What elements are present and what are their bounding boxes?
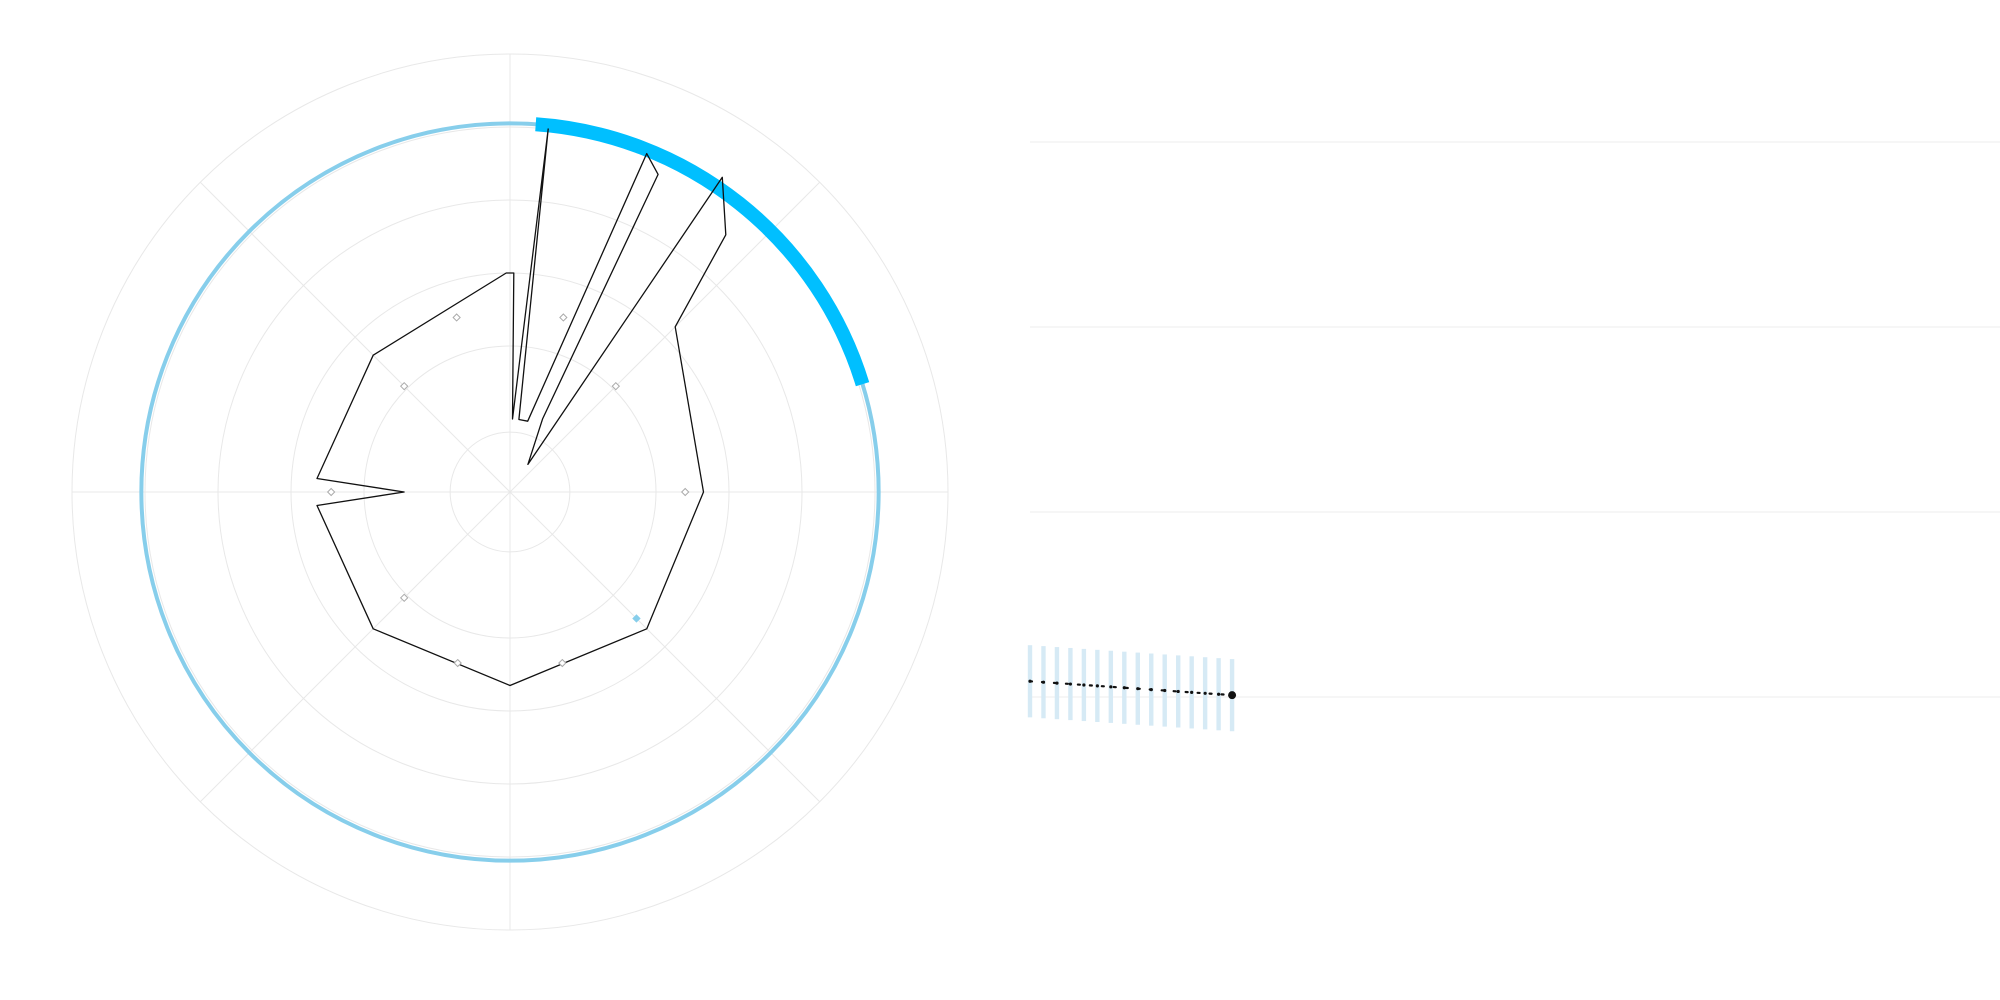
polar-grid-spoke bbox=[199, 181, 511, 493]
marker bbox=[611, 381, 621, 391]
series-point bbox=[1109, 685, 1113, 689]
series-point bbox=[1190, 690, 1194, 694]
line-chart-bands bbox=[1027, 645, 1235, 732]
marker bbox=[559, 313, 568, 322]
polar-grid-spoke bbox=[199, 491, 511, 803]
polar-series bbox=[316, 128, 727, 687]
series-line bbox=[1028, 680, 1234, 697]
radar-series-line bbox=[316, 128, 727, 687]
marker bbox=[680, 487, 690, 497]
series-point bbox=[1095, 684, 1099, 688]
series-point bbox=[1122, 686, 1126, 690]
series-point bbox=[1082, 683, 1086, 687]
series-point bbox=[1149, 688, 1153, 692]
marker bbox=[326, 487, 336, 497]
marker bbox=[399, 381, 409, 391]
series-point bbox=[1041, 680, 1046, 684]
series-point bbox=[1028, 679, 1032, 683]
line-chart-grid bbox=[1030, 141, 2000, 698]
line-chart-series bbox=[1028, 679, 1237, 700]
marker bbox=[453, 658, 462, 668]
series-point bbox=[1176, 689, 1180, 694]
ring-track bbox=[139, 121, 881, 863]
series-point bbox=[1203, 691, 1207, 695]
marker bbox=[558, 658, 567, 668]
series-point bbox=[1163, 688, 1167, 693]
marker bbox=[399, 593, 409, 603]
series-endpoint bbox=[1228, 691, 1237, 700]
series-point bbox=[1217, 692, 1221, 696]
ring-highlight-arc bbox=[535, 117, 870, 387]
polar-ring-track bbox=[139, 117, 881, 863]
polar-grid-spoke bbox=[509, 491, 821, 803]
polar-markers bbox=[326, 313, 690, 668]
marker bbox=[452, 313, 461, 322]
polar-grid bbox=[71, 53, 949, 931]
series-point bbox=[1055, 681, 1059, 685]
series-point bbox=[1068, 682, 1073, 686]
series-point bbox=[1136, 687, 1140, 691]
marker-highlight bbox=[632, 614, 641, 623]
